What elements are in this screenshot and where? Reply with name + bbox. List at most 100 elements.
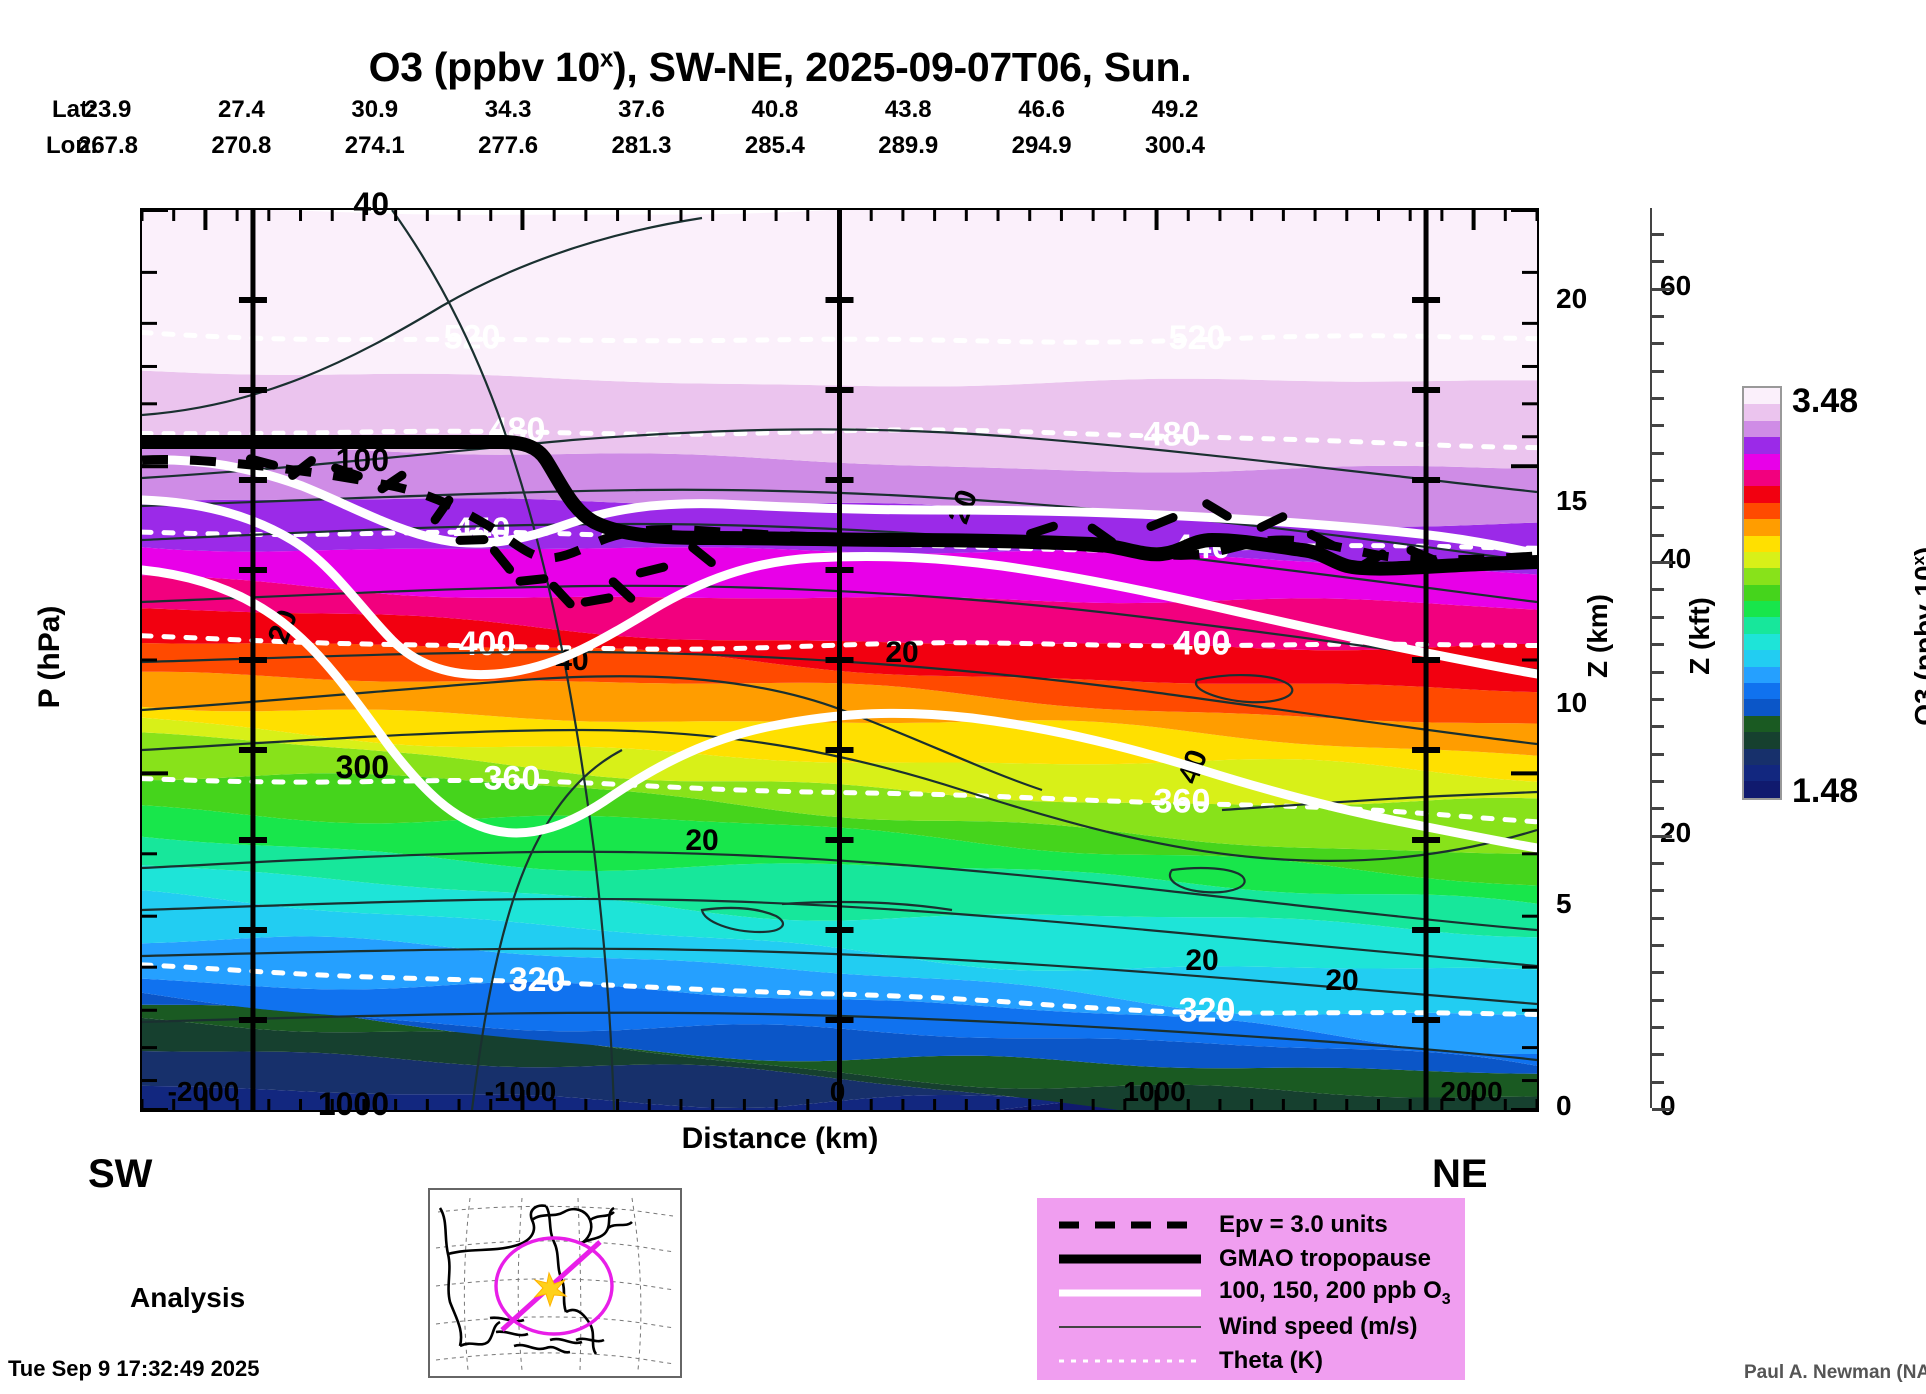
colorbar-min-label: 1.48: [1792, 772, 1859, 810]
wind-contour-c: [142, 428, 1537, 494]
inset-map-svg: [435, 1197, 675, 1371]
lat-value-5: 40.8: [751, 96, 799, 123]
lon-value-7: 294.9: [1011, 132, 1072, 159]
map-coastlines: [438, 1204, 633, 1355]
z-kft-tick-mark-48: [1652, 451, 1664, 455]
epv-dash-11: [1146, 513, 1178, 531]
epv-dash-4: [549, 581, 575, 609]
x-tick-neg1000: -1000: [484, 1076, 557, 1107]
z-kft-tick-mark-60: [1652, 287, 1672, 291]
wind-contour-s: [1194, 673, 1294, 704]
map-range-circle: [494, 1236, 614, 1336]
colorbar-segment-3.18: [1744, 502, 1780, 520]
wind-contour-a: [142, 216, 703, 417]
theta-label-480-1: 480: [1144, 415, 1201, 453]
page-title: O3 (ppbv 10x), SW-NE, 2025-09-07T06, Sun…: [0, 44, 1560, 91]
legend-label-0: Epv = 3.0 units: [1219, 1211, 1388, 1238]
legend-box: Epv = 3.0 units GMAO tropopause 100, 150, …: [1037, 1198, 1465, 1380]
lat-value-8: 49.2: [1151, 96, 1199, 123]
ozone-band-2.68: [142, 773, 1537, 886]
x-tick-2000: 2000: [1440, 1076, 1503, 1107]
lon-value-1: 270.8: [211, 132, 272, 159]
z-kft-tick-mark-38: [1652, 588, 1664, 592]
wind-contour-f: [142, 584, 1537, 672]
theta-label-520-1: 520: [1169, 319, 1226, 357]
wind-contour-k: [142, 850, 1537, 932]
legend-symbol-black-dashed: [1055, 1212, 1205, 1238]
theta-label-320-1: 320: [1179, 992, 1236, 1030]
wind-contour-e: [142, 522, 1537, 604]
lat-value-2: 30.9: [351, 96, 399, 123]
legend-item-3: Wind speed (m/s): [1037, 1310, 1465, 1344]
wind-label-4: 20: [1185, 944, 1218, 977]
map-center-star: [533, 1271, 568, 1308]
colorbar-segment-3.36: [1744, 453, 1780, 470]
legend-symbol-white-thick: [1055, 1280, 1205, 1306]
colorbar-segment-2.28: [1744, 650, 1780, 667]
lat-value-1: 27.4: [218, 96, 265, 123]
o3-contour-0: [142, 455, 1537, 559]
z-km-tick-15: 15: [1556, 484, 1588, 516]
z-km-tick-10: 10: [1556, 686, 1588, 718]
colorbar-segment-2.58: [1744, 601, 1780, 618]
z-kft-tick-mark-18: [1652, 861, 1664, 865]
z-kft-tick-mark-2: [1652, 1080, 1664, 1084]
z-kft-tick-mark-46: [1652, 479, 1664, 483]
x-tick-1000: 1000: [1123, 1076, 1186, 1107]
lon-row-label: Lon:: [46, 132, 98, 159]
wind-contour-q: [700, 906, 784, 934]
epv-dash-3: [515, 574, 549, 586]
timestamp-label: Tue Sep 9 17:32:49 2025: [8, 1356, 260, 1381]
z-km-tick-5: 5: [1556, 888, 1572, 920]
theta-label-320-0: 320: [509, 961, 566, 999]
wind-contour-i: [142, 728, 1537, 862]
colorbar-segment-3.4: [1744, 437, 1780, 454]
wind-contour-j: [470, 749, 623, 1110]
z-km-tick-0: 0: [1556, 1090, 1572, 1121]
z-kft-tick-mark-28: [1652, 725, 1664, 729]
o3-contour-1: [142, 495, 1537, 680]
cross-section-plot: 520 520 480 480 440 440 400 400 360 360 320 320 20 20…: [140, 208, 1539, 1112]
y-tick-40: 40: [353, 186, 389, 222]
legend-item-2: 100, 150, 200 ppb O3: [1037, 1276, 1465, 1310]
z-kft-tick-mark-22: [1652, 807, 1664, 811]
legend-label-3: Wind speed (m/s): [1219, 1313, 1418, 1340]
legend-symbol-white-dotted: [1055, 1348, 1205, 1374]
ozone-band-1.68: [142, 1051, 1278, 1110]
z-kft-tick-mark-62: [1652, 260, 1664, 264]
z-kft-tick-mark-32: [1652, 670, 1664, 674]
credit-label: Paul A. Newman (NASA: [1744, 1362, 1926, 1383]
map-graticule: [435, 1197, 675, 1371]
colorbar-segment-2.68: [1744, 584, 1780, 602]
lon-value-3: 277.6: [478, 132, 539, 159]
y-tick-100: 100: [335, 442, 389, 479]
epv-dash-18: [331, 463, 363, 481]
lat-value-4: 37.6: [618, 96, 665, 123]
lon-value-5: 285.4: [744, 132, 805, 159]
y-tick-300: 300: [335, 749, 389, 786]
z-kft-tick-mark-52: [1652, 397, 1664, 401]
epv-dash-12: [1202, 499, 1232, 521]
epv-dash-2: [489, 546, 515, 574]
colorbar-segment-1.48: [1744, 781, 1780, 798]
wind-label-5: 20: [1325, 964, 1358, 997]
z-kft-tick-mark-36: [1652, 615, 1664, 619]
z-kft-tick-mark-4: [1652, 1053, 1664, 1057]
theta-label-400-0: 400: [459, 625, 516, 663]
lat-value-0: 23.9: [84, 96, 132, 123]
wind-contour-p: [781, 900, 953, 912]
epv-dash-14: [1306, 530, 1338, 550]
colorbar-segment-3.24: [1744, 486, 1780, 503]
z-kft-tick-mark-30: [1652, 697, 1664, 701]
z-kft-tick-0: 0: [1660, 1090, 1676, 1121]
z-kft-tick-mark-50: [1652, 424, 1664, 428]
legend-item-4: Theta (K): [1037, 1344, 1465, 1378]
z-kft-tick-mark-16: [1652, 889, 1664, 893]
z-kft-tick-20: 20: [1660, 816, 1692, 848]
colorbar-max-label: 3.48: [1792, 382, 1859, 420]
z-kft-tick-mark-12: [1652, 943, 1664, 947]
z-kft-tick-mark-64: [1652, 233, 1664, 236]
z-kft-tick-mark-42: [1652, 533, 1664, 537]
lat-value-6: 43.8: [884, 96, 932, 123]
